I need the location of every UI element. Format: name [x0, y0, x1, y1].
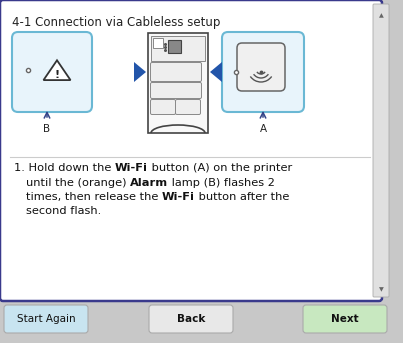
Polygon shape — [210, 62, 222, 82]
Text: ▼: ▼ — [379, 287, 383, 292]
FancyBboxPatch shape — [4, 305, 88, 333]
Text: ▲: ▲ — [379, 13, 383, 18]
Text: Wi-Fi: Wi-Fi — [162, 192, 195, 202]
FancyBboxPatch shape — [12, 32, 92, 112]
Text: Back: Back — [177, 314, 205, 324]
Text: until the (orange): until the (orange) — [26, 177, 130, 188]
FancyBboxPatch shape — [222, 32, 304, 112]
Bar — [151, 36, 205, 61]
Text: lamp (B) flashes 2: lamp (B) flashes 2 — [168, 177, 275, 188]
FancyBboxPatch shape — [0, 0, 382, 301]
FancyBboxPatch shape — [175, 99, 201, 115]
Text: button after the: button after the — [195, 192, 289, 202]
Bar — [153, 38, 163, 48]
Text: 1. Hold down the: 1. Hold down the — [14, 163, 115, 173]
Polygon shape — [44, 60, 71, 80]
FancyBboxPatch shape — [150, 99, 175, 115]
Text: Wi-Fi: Wi-Fi — [115, 163, 148, 173]
Text: Alarm: Alarm — [130, 177, 168, 188]
FancyBboxPatch shape — [149, 305, 233, 333]
FancyBboxPatch shape — [237, 43, 285, 91]
Text: B: B — [44, 124, 50, 134]
Text: button (A) on the printer: button (A) on the printer — [148, 163, 292, 173]
FancyBboxPatch shape — [150, 62, 202, 82]
Text: second flash.: second flash. — [26, 206, 101, 216]
Text: 4-1 Connection via Cableless setup: 4-1 Connection via Cableless setup — [12, 16, 220, 29]
FancyBboxPatch shape — [373, 4, 389, 297]
Text: !: ! — [54, 70, 60, 80]
Text: A: A — [260, 124, 266, 134]
FancyBboxPatch shape — [150, 83, 202, 98]
Text: times, then release the: times, then release the — [26, 192, 162, 202]
Bar — [148, 33, 208, 133]
Text: Next: Next — [331, 314, 359, 324]
Bar — [168, 40, 181, 53]
Polygon shape — [134, 62, 146, 82]
FancyBboxPatch shape — [303, 305, 387, 333]
Text: Start Again: Start Again — [17, 314, 75, 324]
